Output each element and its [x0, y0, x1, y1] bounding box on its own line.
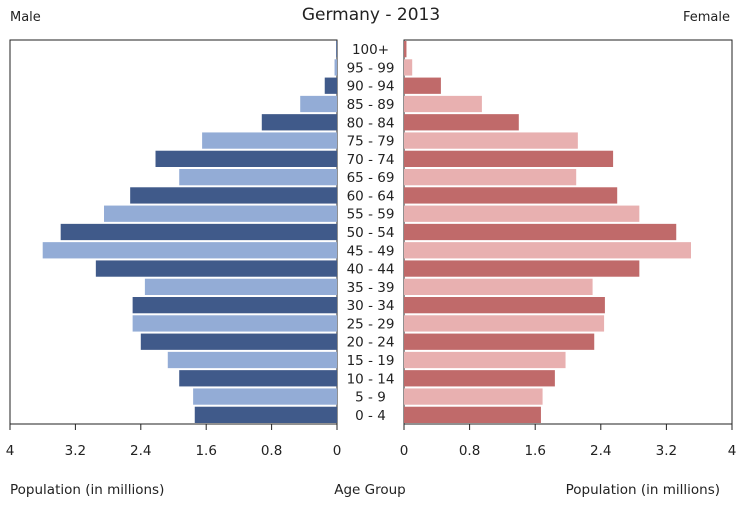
male-bar: [140, 333, 337, 350]
age-group-label: 80 - 84: [347, 115, 395, 131]
female-bar: [404, 315, 605, 332]
age-group-label: 70 - 74: [347, 152, 395, 168]
age-group-label: 30 - 34: [347, 298, 395, 314]
age-group-label: 60 - 64: [347, 188, 395, 204]
female-bar: [404, 333, 595, 350]
male-bar: [202, 132, 337, 149]
age-group-label: 85 - 89: [347, 97, 395, 113]
chart-title: Germany - 2013: [301, 5, 441, 25]
female-bar: [404, 278, 593, 295]
age-group-label: 10 - 14: [347, 371, 395, 387]
male-x-tick-label: 3.2: [65, 443, 86, 459]
age-group-label: 90 - 94: [347, 79, 395, 95]
female-bar: [404, 260, 640, 277]
male-bar: [95, 260, 338, 277]
age-group-label: 40 - 44: [347, 262, 395, 278]
female-bar: [404, 297, 605, 314]
male-bar: [155, 150, 337, 167]
female-bar: [404, 169, 577, 186]
male-bar: [179, 370, 337, 387]
male-bar: [104, 205, 337, 222]
male-bar: [132, 297, 337, 314]
female-bar: [404, 95, 482, 113]
age-group-label: 20 - 24: [347, 335, 395, 351]
x-axis-label-right: Population (in millions): [565, 482, 720, 498]
female-x-tick-label: 0: [400, 443, 409, 459]
female-x-tick-label: 4: [728, 443, 737, 459]
age-group-label: 55 - 59: [347, 207, 395, 223]
male-bar: [300, 95, 337, 113]
male-bar: [60, 223, 338, 241]
female-side-label: Female: [682, 10, 730, 25]
female-bar: [404, 132, 578, 149]
male-bar: [324, 77, 337, 94]
female-x-tick-label: 2.4: [590, 443, 611, 459]
male-x-tick-label: 4: [6, 443, 15, 459]
female-bar: [404, 187, 618, 204]
female-x-tick-label: 3.2: [656, 443, 677, 459]
male-bar: [132, 315, 337, 332]
age-group-label: 0 - 4: [355, 408, 386, 424]
male-bar: [334, 59, 337, 76]
age-group-label: 15 - 19: [347, 353, 395, 369]
female-bar: [404, 205, 640, 222]
age-group-label: 100+: [352, 42, 389, 58]
female-bar: [404, 150, 614, 167]
age-group-label: 35 - 39: [347, 280, 395, 296]
male-bar: [130, 187, 337, 204]
female-x-tick-label: 1.6: [524, 443, 545, 459]
male-side-label: Male: [10, 10, 41, 25]
age-group-label: 50 - 54: [347, 225, 395, 241]
male-bar: [194, 406, 337, 423]
age-group-label: 5 - 9: [355, 390, 386, 406]
male-x-tick-label: 2.4: [130, 443, 151, 459]
female-bar: [404, 59, 413, 76]
male-x-tick-label: 0.8: [261, 443, 282, 459]
female-bar: [404, 41, 407, 58]
age-group-label: 95 - 99: [347, 60, 395, 76]
male-bar: [167, 351, 337, 369]
male-bar: [261, 114, 337, 131]
female-bar: [404, 406, 541, 423]
female-x-tick-label: 0.8: [459, 443, 480, 459]
age-group-label: 65 - 69: [347, 170, 395, 186]
male-x-tick-label: 1.6: [195, 443, 216, 459]
female-bar: [404, 223, 677, 241]
age-group-label: 75 - 79: [347, 134, 395, 150]
x-axis-label-left: Population (in millions): [10, 482, 165, 498]
male-bar: [144, 278, 337, 295]
female-bar: [404, 242, 691, 259]
female-bar: [404, 114, 519, 131]
male-bar: [42, 242, 337, 259]
male-bar: [193, 388, 337, 405]
female-bar: [404, 351, 566, 369]
age-group-label: 45 - 49: [347, 243, 395, 259]
male-bar: [336, 41, 337, 58]
female-bar: [404, 370, 555, 387]
male-bar: [179, 169, 337, 186]
age-group-label: 25 - 29: [347, 316, 395, 332]
x-axis-label-center: Age Group: [334, 482, 406, 498]
female-bar: [404, 77, 441, 94]
male-x-tick-label: 0: [333, 443, 342, 459]
female-bar: [404, 388, 543, 405]
